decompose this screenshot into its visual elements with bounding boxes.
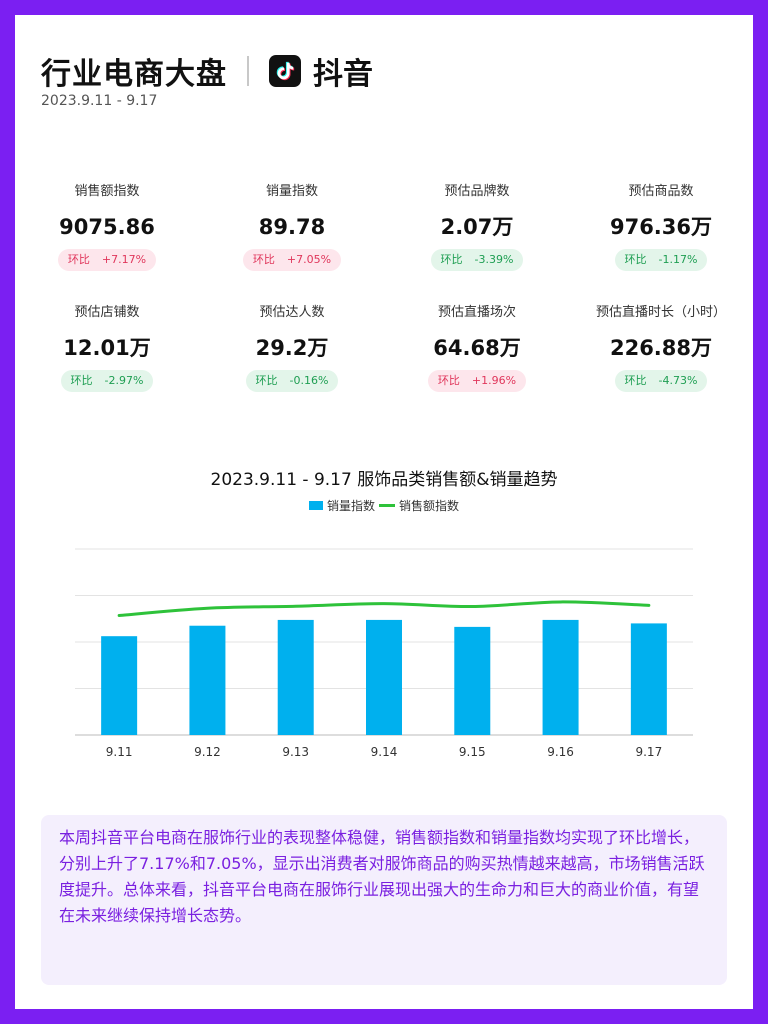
bar-mark <box>277 619 314 735</box>
metric-label: 预估直播场次 <box>437 305 516 320</box>
change-badge-value: -4.73% <box>658 374 698 387</box>
metric-card: 预估店铺数 12.01万 环比 -2.97% <box>15 304 199 392</box>
page-title: 行业电商大盘 <box>41 57 227 92</box>
change-badge: 环比 -0.16% <box>245 370 339 392</box>
metric-label: 预估商品数 <box>628 184 694 199</box>
metric-label: 销量指数 <box>265 184 318 199</box>
bar-mark <box>454 626 491 735</box>
change-badge-value: +7.17% <box>101 253 147 266</box>
metric-card: 预估直播时长（小时） 226.88万 环比 -4.73% <box>569 304 753 392</box>
metric-label: 预估品牌数 <box>444 184 510 199</box>
metric-value: 64.68万 <box>433 336 521 360</box>
change-badge: 环比 -4.73% <box>614 370 708 392</box>
change-badge-value: +1.96% <box>471 374 517 387</box>
chart-legend: 销量指数 销售额指数 <box>15 497 753 514</box>
brand-name: 抖音 <box>313 57 373 92</box>
bar-mark <box>366 619 402 735</box>
change-badge-label: 环比 <box>67 253 90 266</box>
metric-label: 预估达人数 <box>259 305 325 320</box>
page-header: 行业电商大盘 抖音 <box>41 49 373 93</box>
metric-card: 销售额指数 9075.86 环比 +7.17% <box>15 183 199 271</box>
change-badge: 环比 -3.39% <box>430 249 524 271</box>
x-tick-label: 9.12 <box>194 745 221 759</box>
change-badge-value: -0.16% <box>289 374 329 387</box>
metric-value: 29.2万 <box>255 336 329 360</box>
metric-value: 976.36万 <box>609 215 713 239</box>
change-badge-value: -1.17% <box>658 253 698 266</box>
metric-value: 9075.86 <box>59 215 155 239</box>
change-badge-label: 环比 <box>437 374 460 387</box>
metric-card: 预估达人数 29.2万 环比 -0.16% <box>200 304 384 392</box>
metric-label: 预估店铺数 <box>74 305 140 320</box>
x-tick-label: 9.16 <box>547 745 574 759</box>
metric-value: 12.01万 <box>63 336 151 360</box>
x-tick-label: 9.11 <box>106 745 133 759</box>
legend-bar-swatch <box>308 501 323 510</box>
metric-card: 销量指数 89.78 环比 +7.05% <box>200 183 384 271</box>
metric-label: 预估直播时长（小时） <box>595 305 726 320</box>
change-badge-value: -3.39% <box>474 253 514 266</box>
change-badge: 环比 -2.97% <box>60 370 154 392</box>
metric-value: 2.07万 <box>440 215 514 239</box>
douyin-logo-icon <box>269 55 301 87</box>
bar-mark <box>542 619 579 735</box>
change-badge-label: 环比 <box>624 374 647 387</box>
change-badge-label: 环比 <box>255 374 278 387</box>
date-range: 2023.9.11 - 9.17 <box>41 93 158 109</box>
x-tick-label: 9.17 <box>635 745 662 759</box>
change-badge: 环比 +1.96% <box>427 370 527 392</box>
trend-chart: 9.11 9.12 9.13 9.14 9.15 9.16 9.17 <box>75 548 693 759</box>
change-badge-value: -2.97% <box>104 374 144 387</box>
summary-box: 本周抖音平台电商在服饰行业的表现整体稳健，销售额指数和销量指数均实现了环比增长，… <box>41 815 727 985</box>
change-badge-value: +7.05% <box>286 253 332 266</box>
bar-mark <box>189 625 226 735</box>
metric-label: 销售额指数 <box>74 184 140 199</box>
metric-value: 89.78 <box>258 215 326 239</box>
line-series <box>117 600 651 618</box>
change-badge-label: 环比 <box>440 253 463 266</box>
metric-value: 226.88万 <box>609 336 713 360</box>
metric-card: 预估品牌数 2.07万 环比 -3.39% <box>385 183 569 271</box>
metric-card: 预估直播场次 64.68万 环比 +1.96% <box>385 304 569 392</box>
legend-item-line: 销售额指数 <box>399 499 460 513</box>
change-badge-label: 环比 <box>252 253 275 266</box>
change-badge-label: 环比 <box>624 253 647 266</box>
x-tick-label: 9.13 <box>282 745 309 759</box>
change-badge: 环比 +7.17% <box>57 249 157 271</box>
header-divider <box>247 56 249 86</box>
bar-mark <box>101 636 138 735</box>
change-badge-label: 环比 <box>70 374 93 387</box>
change-badge: 环比 -1.17% <box>614 249 708 271</box>
x-tick-label: 9.14 <box>371 745 398 759</box>
report-card: 行业电商大盘 抖音 2023.9.11 - 9.17 销售额指数 9075.86… <box>15 15 753 1009</box>
legend-item-bar: 销量指数 <box>326 499 375 513</box>
x-tick-label: 9.15 <box>459 745 486 759</box>
legend-line-swatch <box>379 504 395 507</box>
chart-title: 2023.9.11 - 9.17 服饰品类销售额&销量趋势 <box>210 470 558 490</box>
metric-card: 预估商品数 976.36万 环比 -1.17% <box>569 183 753 271</box>
bar-mark <box>630 623 667 735</box>
change-badge: 环比 +7.05% <box>242 249 342 271</box>
